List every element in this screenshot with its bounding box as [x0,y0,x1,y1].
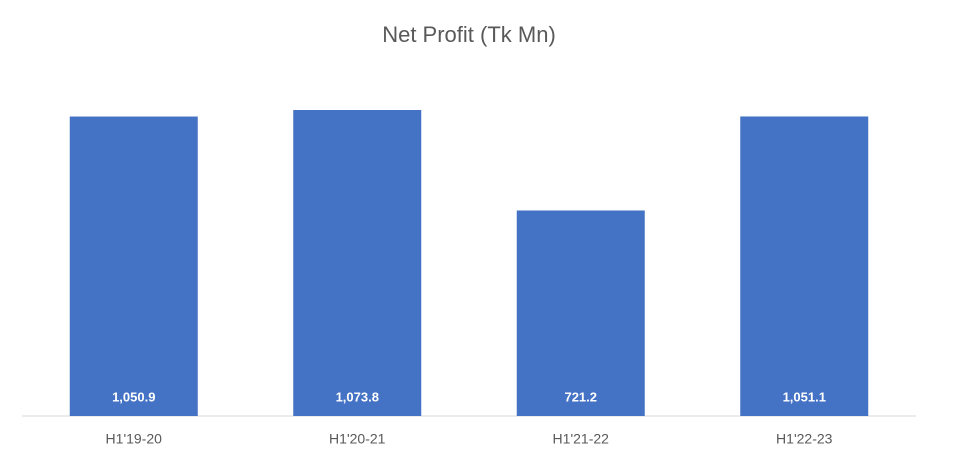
chart-title: Net Profit (Tk Mn) [382,22,556,47]
data-label: 721.2 [564,389,597,404]
bar [69,116,198,417]
x-tick-label: H1'19-20 [106,431,163,447]
x-tick-label: H1'22-23 [776,431,833,447]
data-label: 1,051.1 [783,389,826,404]
data-label: 1,073.8 [336,389,379,404]
x-tick-label: H1'21-22 [553,431,610,447]
data-label: 1,050.9 [112,389,155,404]
bar [516,210,645,416]
x-tick-label: H1'20-21 [329,431,386,447]
bar [740,116,869,416]
bar [293,110,422,416]
